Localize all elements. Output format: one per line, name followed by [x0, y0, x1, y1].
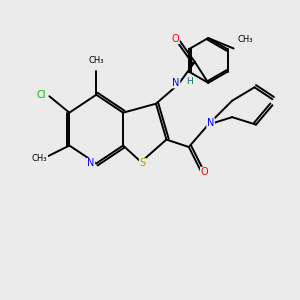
Text: CH₃: CH₃ — [238, 35, 253, 44]
Text: N: N — [87, 158, 94, 168]
Text: H: H — [186, 77, 193, 86]
Text: CH₃: CH₃ — [88, 56, 104, 65]
Text: N: N — [207, 118, 214, 128]
Text: S: S — [140, 158, 146, 168]
Text: N: N — [172, 78, 180, 88]
Text: O: O — [200, 167, 208, 177]
Text: O: O — [172, 34, 179, 44]
Text: CH₃: CH₃ — [32, 154, 47, 164]
Text: Cl: Cl — [36, 90, 46, 100]
